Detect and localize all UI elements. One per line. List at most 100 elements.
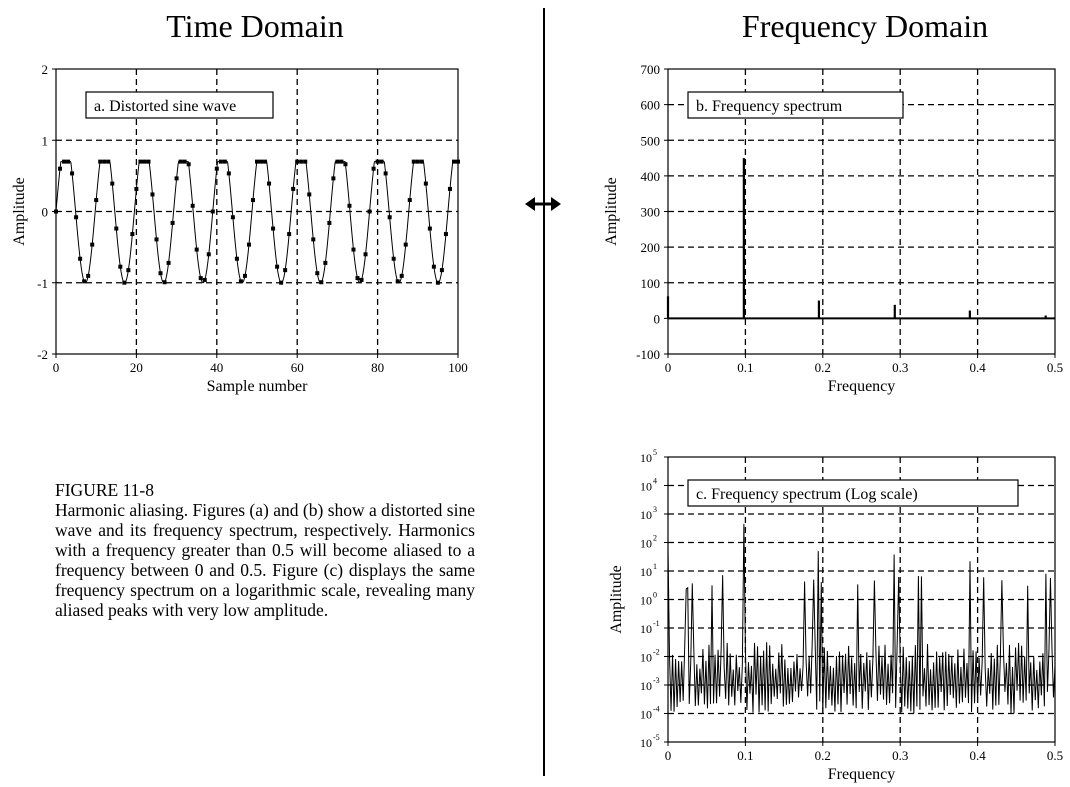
chart-title-box — [687, 479, 1019, 507]
y-tick-label: 2 — [42, 62, 49, 77]
x-tick-label: 0.2 — [815, 360, 831, 375]
sample-point — [70, 171, 75, 176]
sample-point — [190, 203, 195, 208]
caption-title: FIGURE 11-8 — [55, 480, 155, 500]
sample-point — [303, 159, 308, 164]
sample-point — [250, 198, 255, 203]
sample-point — [114, 226, 119, 231]
chart-title: a. Distorted sine wave — [94, 98, 236, 115]
y-tick-label: 500 — [641, 133, 661, 148]
sample-point — [66, 159, 71, 164]
sample-point — [323, 260, 328, 265]
y-tick-exponent: -4 — [653, 705, 660, 714]
sample-point — [62, 159, 67, 164]
x-tick-label: 0.1 — [737, 360, 753, 375]
sample-point — [451, 159, 456, 164]
sample-point — [363, 252, 368, 257]
sample-point — [331, 176, 336, 181]
x-tick-label: 60 — [291, 360, 304, 375]
sample-point — [319, 280, 324, 285]
sample-point — [54, 209, 58, 214]
sample-point — [415, 159, 420, 164]
sample-point — [102, 159, 107, 164]
y-tick-label: 400 — [641, 169, 661, 184]
sample-point — [130, 232, 135, 237]
sample-point — [343, 162, 348, 167]
sample-point — [371, 166, 376, 171]
sample-point — [287, 232, 292, 237]
sample-point — [399, 273, 404, 278]
chart-title-box — [85, 91, 274, 119]
time-domain-heading: Time Domain — [166, 8, 344, 44]
y-tick-label: 10 — [640, 565, 652, 579]
y-tick-exponent: 2 — [653, 534, 657, 543]
sample-point — [423, 181, 428, 186]
sample-point — [283, 268, 288, 273]
sample-point — [359, 277, 364, 282]
y-tick-label: 1 — [42, 133, 49, 148]
sample-point — [94, 198, 99, 203]
chart-title: c. Frequency spectrum (Log scale) — [696, 486, 918, 503]
sample-point — [150, 192, 155, 197]
sample-point — [174, 176, 179, 181]
y-tick-exponent: -3 — [653, 676, 660, 685]
y-tick-exponent: 5 — [653, 448, 657, 457]
y-tick-label: 10 — [640, 708, 652, 722]
sample-point — [142, 159, 147, 164]
y-tick-label: 10 — [640, 651, 652, 665]
x-tick-label: 0 — [53, 360, 60, 375]
sample-point — [230, 215, 235, 220]
section-divider — [543, 8, 545, 776]
sample-point — [90, 242, 95, 247]
y-tick-label: 200 — [641, 240, 661, 255]
sample-point — [246, 242, 251, 247]
sample-point — [411, 159, 416, 164]
y-tick-label: 10 — [640, 508, 652, 522]
sample-point — [182, 159, 187, 164]
sample-point — [443, 232, 448, 237]
y-tick-exponent: -5 — [653, 733, 660, 742]
y-tick-label: 700 — [641, 62, 661, 77]
sample-point — [106, 159, 111, 164]
sample-point — [166, 260, 171, 265]
y-tick-label: 10 — [640, 537, 652, 551]
y-axis-label: Amplitude — [11, 177, 28, 245]
sample-point — [295, 159, 300, 164]
sample-point — [379, 159, 384, 164]
x-tick-label: 40 — [210, 360, 223, 375]
x-tick-label: 0.2 — [815, 748, 831, 763]
sample-point — [375, 159, 380, 164]
x-tick-label: 0 — [665, 748, 672, 763]
x-tick-label: 0.3 — [892, 748, 908, 763]
sample-point — [391, 256, 396, 261]
y-tick-label: -1 — [37, 276, 48, 291]
sample-point — [234, 256, 239, 261]
sample-point — [395, 279, 400, 284]
y-tick-label: 100 — [641, 276, 661, 291]
sample-point — [367, 209, 372, 214]
figure-caption: FIGURE 11-8 Harmonic aliasing. Figures (… — [55, 480, 475, 620]
sample-point — [311, 237, 316, 242]
sample-point — [351, 247, 356, 252]
sample-point — [383, 171, 388, 176]
sample-point — [271, 226, 276, 231]
sample-point — [222, 159, 227, 164]
sample-point — [307, 192, 312, 197]
sample-point — [158, 271, 163, 276]
sample-point — [347, 203, 352, 208]
signal-line — [55, 161, 458, 284]
sample-point — [435, 280, 440, 285]
sample-point — [98, 159, 103, 164]
sample-point — [78, 256, 83, 261]
x-tick-label: 0.3 — [892, 360, 908, 375]
x-tick-label: 0.4 — [969, 748, 986, 763]
sample-point — [291, 186, 296, 191]
x-tick-label: 0 — [665, 360, 672, 375]
sample-point — [255, 159, 259, 164]
sample-point — [439, 268, 444, 273]
y-tick-label: -100 — [636, 347, 660, 362]
caption-body: Harmonic aliasing. Figures (a) and (b) s… — [55, 500, 475, 620]
sample-point — [58, 166, 63, 171]
y-tick-label: 10 — [640, 451, 652, 465]
